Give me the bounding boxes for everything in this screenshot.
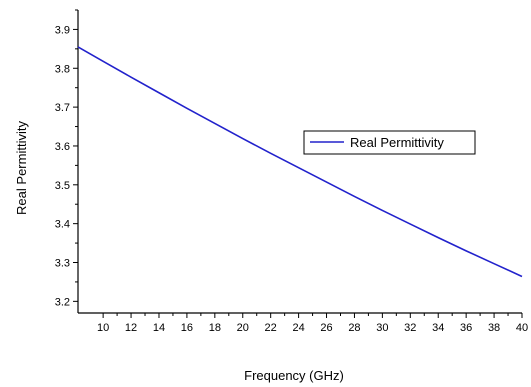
x-tick-label: 36: [460, 322, 472, 334]
y-tick-label: 3.4: [55, 219, 70, 231]
x-tick-label: 40: [516, 322, 528, 334]
y-tick-label: 3.6: [55, 141, 70, 153]
x-tick-label: 38: [488, 322, 500, 334]
x-tick-label: 12: [125, 322, 137, 334]
y-tick-label: 3.7: [55, 102, 70, 114]
x-tick-label: 24: [292, 322, 304, 334]
x-tick-label: 10: [97, 322, 109, 334]
x-tick-label: 18: [209, 322, 221, 334]
series-group: [77, 46, 523, 278]
x-tick-label: 22: [265, 322, 277, 334]
x-tick-label: 16: [181, 322, 193, 334]
legend-label: Real Permittivity: [350, 135, 444, 150]
x-tick-label: 28: [348, 322, 360, 334]
y-tick-label: 3.9: [55, 24, 70, 36]
x-tick-label: 14: [153, 322, 165, 334]
x-ticks: 10 12 14 16 18 20 22 24 26 28 30 32 34 36 38 40: [97, 313, 528, 334]
x-tick-label: 34: [432, 322, 444, 334]
axes: [77, 10, 522, 314]
y-tick-label: 3.3: [55, 258, 70, 270]
legend-box: [303, 130, 476, 155]
x-tick-label: 20: [237, 322, 249, 334]
y-ticks: 3.2 3.3 3.4 3.5 3.6 3.7 3.8 3.9: [55, 9, 78, 308]
legend: Real Permittivity: [303, 130, 476, 155]
x-axis-title: Frequency (GHz): [244, 368, 344, 383]
x-tick-label: 26: [320, 322, 332, 334]
x-tick-label: 32: [404, 322, 416, 334]
y-tick-label: 3.2: [55, 296, 70, 308]
y-tick-label: 3.8: [55, 63, 70, 75]
y-tick-label: 3.5: [55, 180, 70, 192]
x-tick-label: 30: [376, 322, 388, 334]
y-axis-title: Real Permittivity: [14, 121, 29, 215]
series-line-real-permittivity: [77, 46, 523, 278]
